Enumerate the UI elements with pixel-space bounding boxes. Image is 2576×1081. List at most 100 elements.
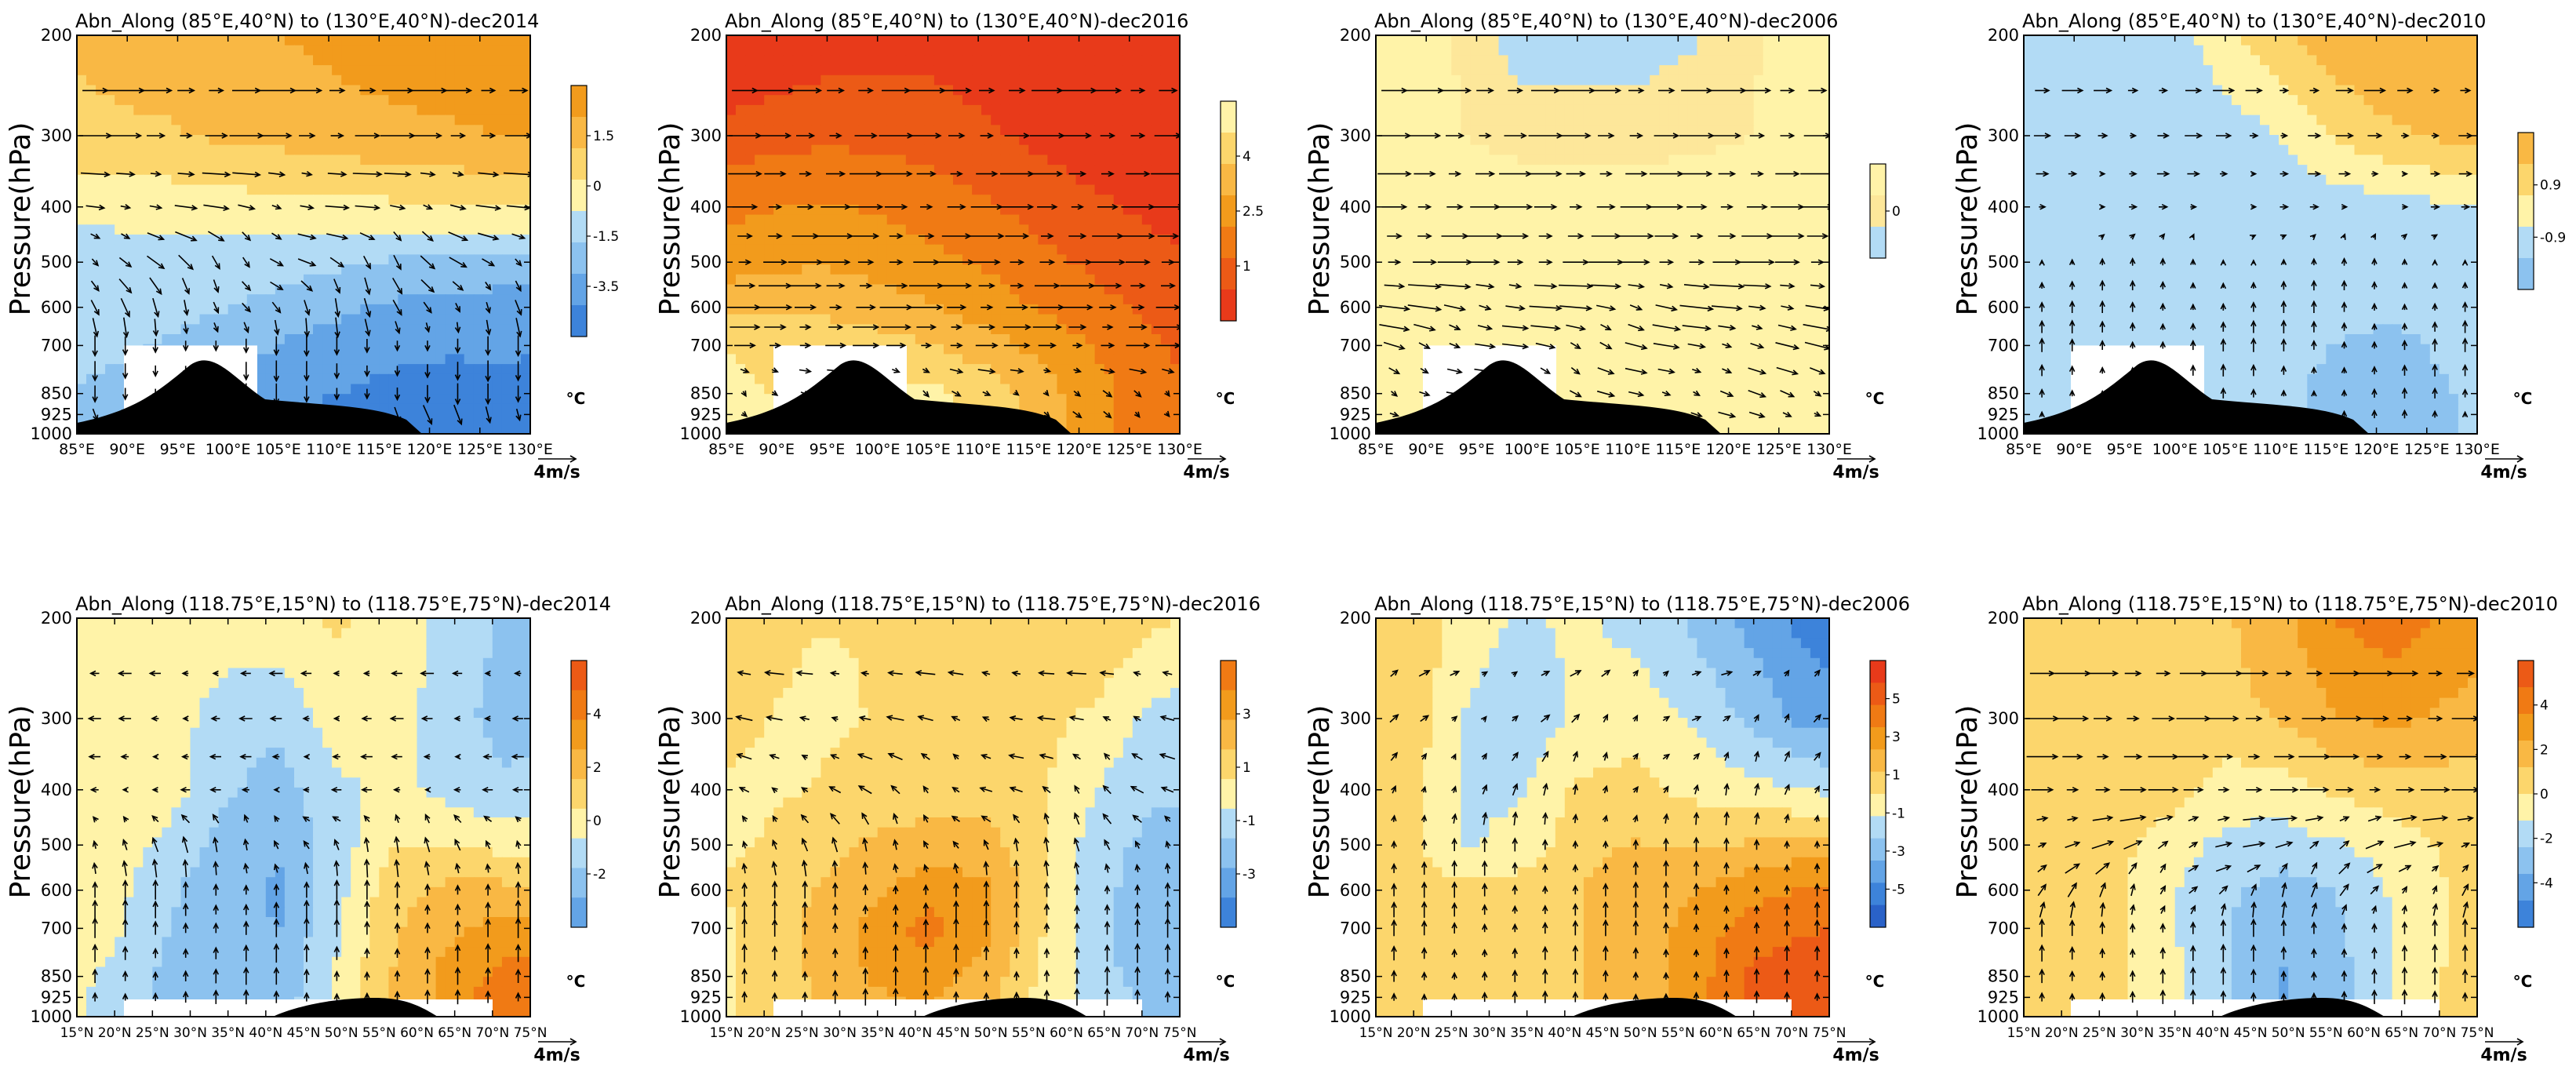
field-cell [501, 334, 512, 345]
field-cell [1094, 174, 1105, 186]
field-cell [133, 195, 144, 206]
field-cell [1122, 384, 1133, 395]
field-cell [464, 235, 475, 246]
field-cell [275, 354, 286, 365]
wind-vector-head [334, 413, 340, 420]
field-cell [143, 135, 154, 146]
field-cell [839, 65, 850, 76]
field-cell [915, 264, 926, 275]
field-cell [171, 125, 182, 136]
wind-vector-head [926, 203, 933, 210]
field-cell [755, 95, 765, 106]
field-cell [133, 115, 144, 126]
colorbar-tick-label: 2.5 [1243, 204, 1264, 220]
wind-vector-head [956, 170, 963, 177]
field-cell [256, 125, 267, 136]
field-cell [227, 165, 238, 176]
field-cell [322, 254, 333, 265]
field-cell [473, 373, 484, 385]
wind-vector-head [838, 368, 846, 374]
field-cell [426, 384, 437, 395]
field-cell [435, 264, 446, 275]
field-cell [96, 125, 106, 136]
field-cell [190, 324, 201, 335]
field-cell [1038, 55, 1049, 66]
field-cell [1151, 403, 1162, 415]
colorbar-swatch [1221, 227, 1236, 259]
field-cell [379, 264, 390, 275]
field-cell [341, 104, 351, 116]
field-cell [351, 174, 361, 186]
wind-vector-head [748, 282, 756, 289]
wind-vector [242, 231, 251, 241]
field-cell [521, 294, 530, 305]
field-cell [369, 104, 380, 116]
field-cell [849, 174, 860, 186]
field-cell [105, 184, 115, 195]
field-cell [86, 155, 96, 166]
field-cell [1094, 104, 1105, 116]
field-cell [417, 334, 428, 345]
field-cell [915, 115, 926, 126]
field-cell [115, 244, 125, 256]
field-cell [1763, 35, 1774, 46]
field-cell [313, 214, 323, 226]
field-cell [830, 264, 841, 275]
wind-vector-head [515, 375, 522, 382]
field-cell [896, 125, 907, 136]
field-cell [275, 135, 286, 146]
field-cell [435, 95, 446, 106]
field-cell [1028, 373, 1039, 385]
field-cell [341, 354, 351, 365]
wind-vector-head [803, 390, 811, 397]
field-cell [162, 65, 173, 76]
wind-vector [242, 257, 250, 268]
field-cell [1612, 55, 1622, 66]
field-cell [218, 115, 229, 126]
field-cell [1047, 165, 1058, 176]
wind-vector-head [454, 374, 461, 381]
field-cell [275, 195, 286, 206]
wind-vector-head [1144, 259, 1151, 266]
field-cell [1085, 324, 1096, 335]
field-cell [1132, 55, 1143, 66]
field-cell [1038, 324, 1049, 335]
field-cell [811, 165, 822, 176]
field-cell [473, 155, 484, 166]
field-cell [858, 35, 869, 46]
field-cell [726, 104, 737, 116]
field-cell [972, 35, 982, 46]
field-cell [1122, 274, 1133, 286]
field-cell [868, 274, 879, 286]
field-cell [521, 403, 530, 415]
field-cell [1038, 214, 1049, 226]
field-cell [1508, 45, 1519, 56]
field-cell [304, 224, 314, 235]
field-cell [435, 413, 446, 425]
field-cell [991, 214, 1001, 226]
field-cell [1066, 45, 1077, 56]
field-cell [77, 403, 87, 415]
wind-vector [485, 282, 491, 290]
field-cell [877, 135, 888, 146]
field-cell [351, 235, 361, 246]
wind-vector [154, 318, 157, 336]
x-tick-label: 90°E [759, 441, 795, 458]
field-cell [417, 254, 428, 265]
field-cell [473, 244, 484, 256]
field-cell [379, 334, 390, 345]
field-cell [736, 144, 746, 156]
field-cell [1038, 125, 1049, 136]
field-cell [199, 304, 210, 315]
field-cell [77, 135, 87, 146]
field-cell [133, 55, 144, 66]
field-cell [77, 65, 87, 76]
field-cell [294, 384, 304, 395]
field-cell [284, 304, 295, 315]
field-cell [1010, 304, 1021, 315]
field-cell [1113, 125, 1124, 136]
field-cell [755, 235, 765, 246]
field-cell [1122, 214, 1133, 226]
field-cell [1038, 294, 1049, 305]
field-cell [199, 115, 210, 126]
